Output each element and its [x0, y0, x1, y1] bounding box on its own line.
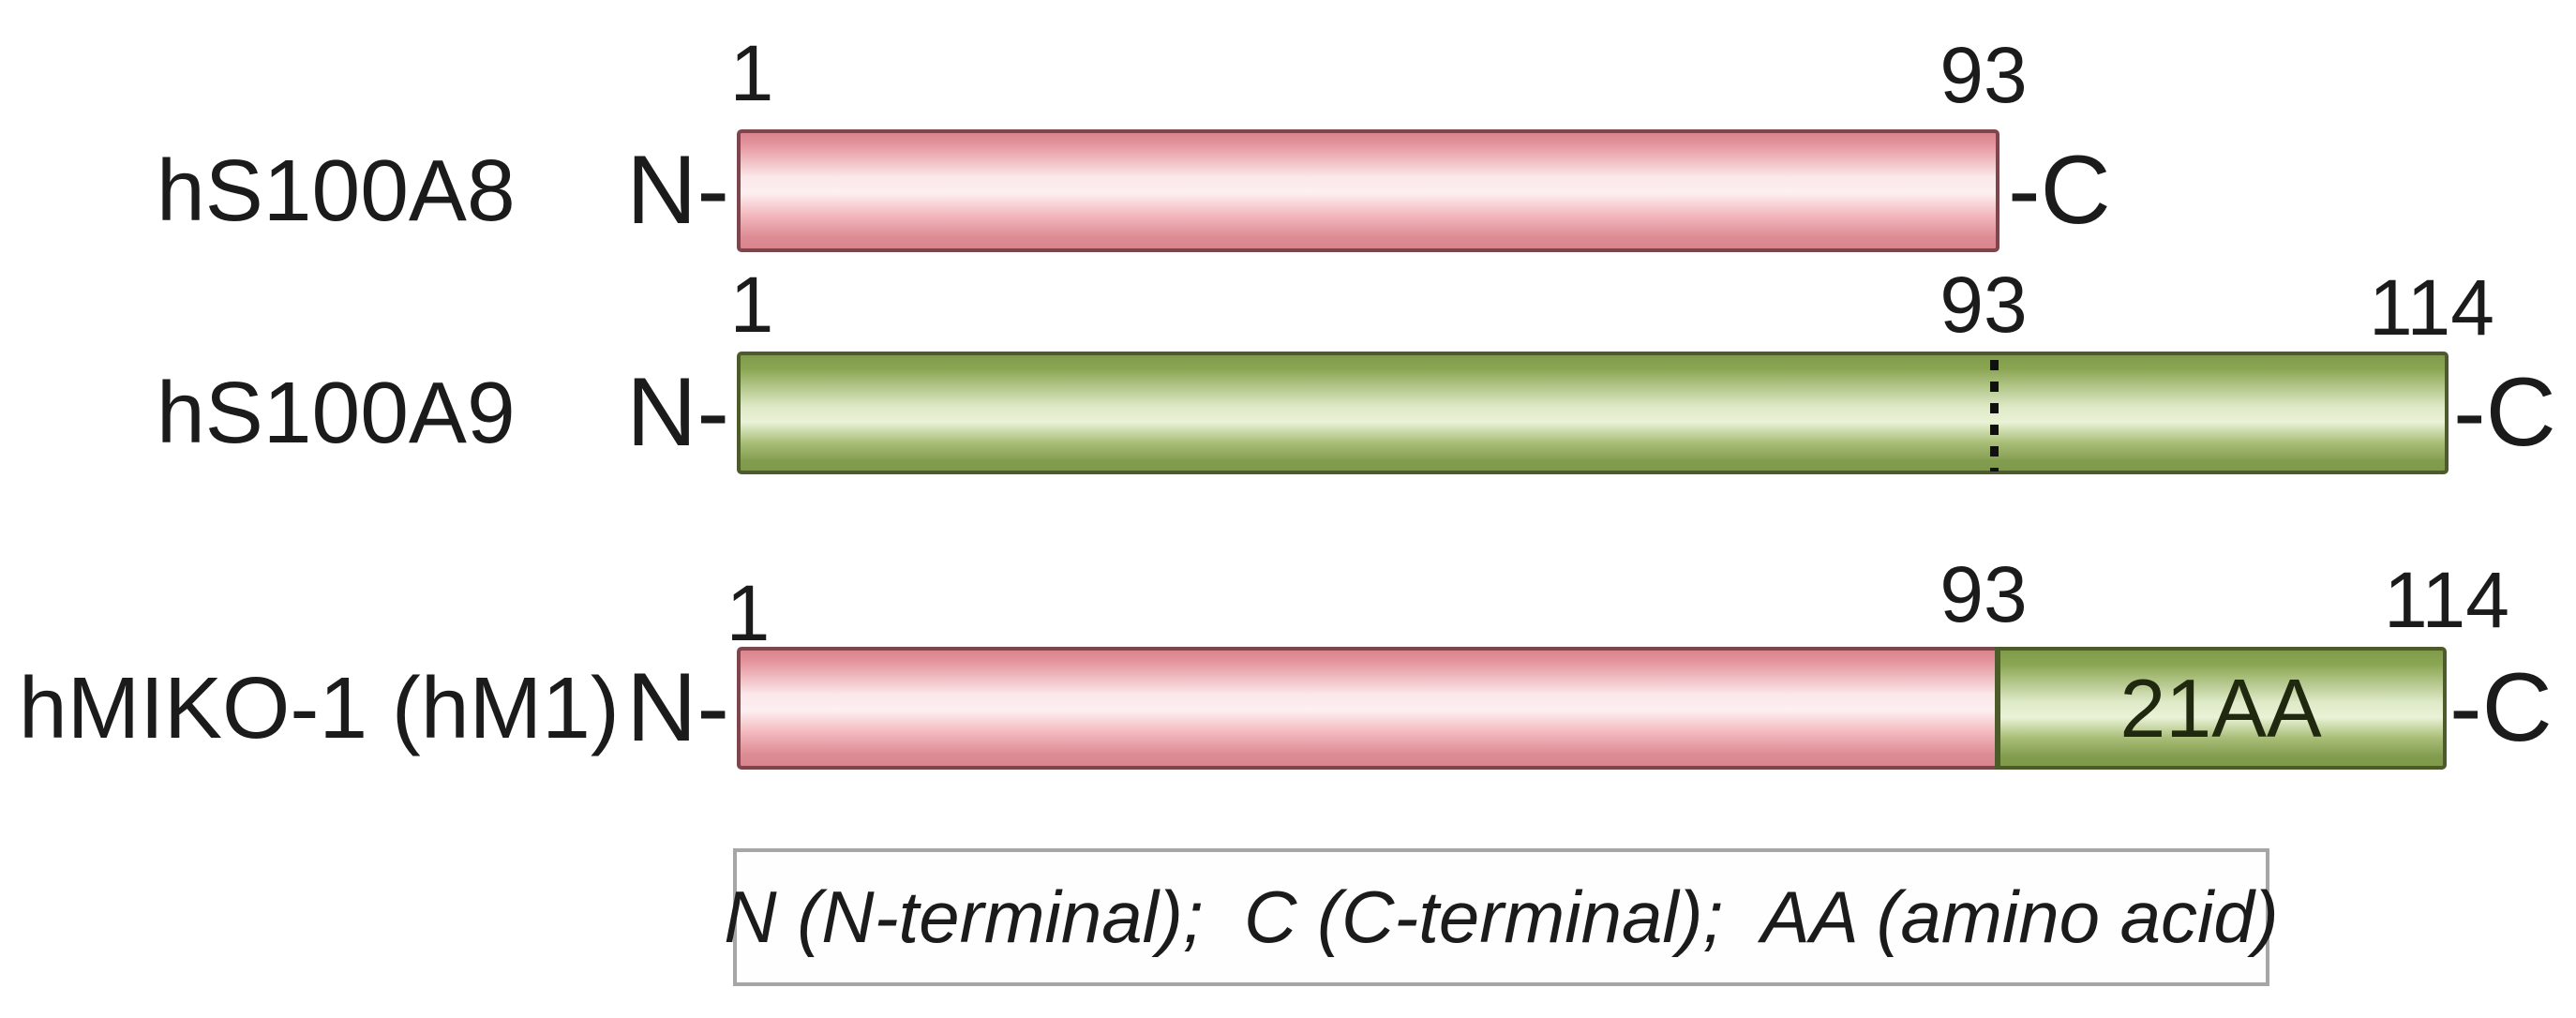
n-terminal-label-hs100a8: N- [626, 136, 729, 245]
n-terminal-label-hs100a9: N- [626, 358, 729, 467]
hmiko-1-21aa-segment-label: 21AA [2119, 662, 2322, 755]
n-terminal-label-hmiko-1: N- [626, 653, 729, 762]
legend-text: N (N-terminal); C (C-terminal); AA (amin… [724, 876, 2279, 958]
row-label-hs100a8: hS100A8 [157, 142, 516, 239]
c-terminal-label-hs100a9: -C [2453, 358, 2556, 467]
tick-hs100a8-93: 93 [1939, 31, 2028, 119]
legend-box: N (N-terminal); C (C-terminal); AA (amin… [724, 848, 2279, 986]
tick-hmiko-1-114: 114 [2384, 556, 2509, 644]
row-label-hs100a9: hS100A9 [157, 364, 516, 461]
tick-hmiko-1-1: 1 [726, 569, 771, 657]
hs100a8-domain-bar [737, 129, 1999, 252]
tick-hs100a9-1: 1 [729, 261, 774, 349]
tick-hs100a9-114: 114 [2369, 263, 2494, 352]
tick-hs100a8-1: 1 [729, 29, 774, 117]
hs100a9-position-93-dotted-line [1990, 360, 1999, 472]
hmiko-1-pink-segment-bar [737, 647, 1995, 770]
c-terminal-label-hs100a8: -C [2008, 136, 2111, 245]
row-label-hmiko-1: hMIKO-1 (hM1) [19, 659, 620, 756]
hs100a9-domain-bar [737, 352, 2449, 474]
hmiko-1-green-tail-bar [1995, 647, 2447, 770]
tick-hmiko-1-93: 93 [1939, 550, 2028, 638]
tick-hs100a9-93: 93 [1939, 261, 2028, 349]
c-terminal-label-hmiko-1: -C [2449, 653, 2553, 762]
